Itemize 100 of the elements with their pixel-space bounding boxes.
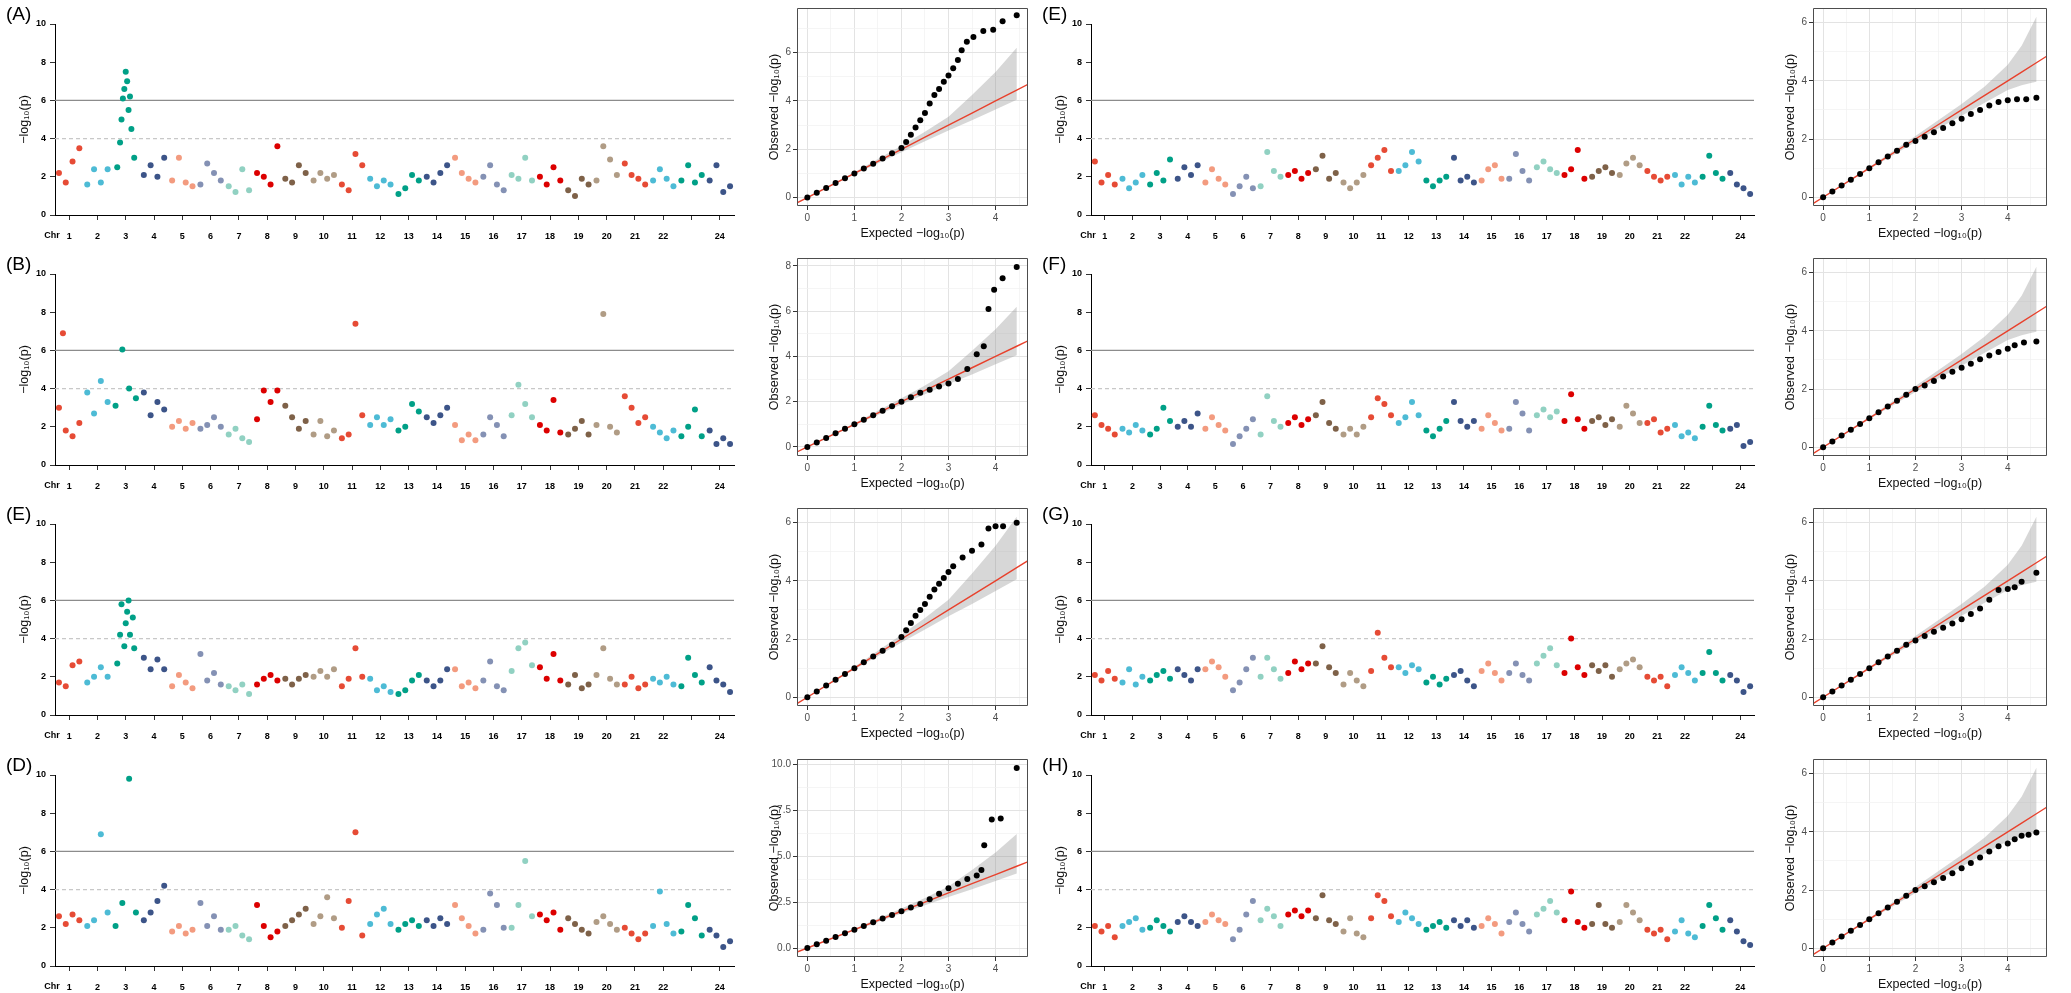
point bbox=[613, 429, 620, 436]
point bbox=[1174, 423, 1181, 430]
x-tick-label: 11 bbox=[347, 981, 357, 992]
point bbox=[691, 671, 698, 678]
point bbox=[917, 117, 924, 124]
x-tick-label: 9 bbox=[1323, 230, 1329, 241]
point bbox=[600, 913, 607, 920]
point bbox=[1209, 414, 1215, 421]
point bbox=[980, 343, 987, 350]
y-tick-label: 10.0 bbox=[771, 758, 792, 770]
point bbox=[352, 150, 359, 157]
x-tick-label: 3 bbox=[123, 230, 129, 241]
point bbox=[1740, 442, 1747, 449]
point bbox=[1671, 671, 1678, 678]
point bbox=[69, 662, 76, 669]
point bbox=[254, 169, 260, 176]
point bbox=[1519, 168, 1526, 175]
point bbox=[1277, 922, 1284, 929]
point bbox=[2004, 345, 2011, 352]
point bbox=[472, 685, 479, 692]
point bbox=[1491, 419, 1498, 426]
point bbox=[1595, 901, 1602, 908]
point bbox=[536, 911, 543, 918]
point bbox=[572, 671, 578, 678]
x-tick-label: 18 bbox=[545, 981, 556, 992]
point bbox=[232, 425, 239, 432]
point bbox=[1921, 382, 1928, 389]
x-tick-label: 10 bbox=[318, 230, 329, 241]
point bbox=[813, 688, 820, 695]
point bbox=[1664, 425, 1671, 432]
y-tick-label: 2 bbox=[40, 922, 46, 933]
point bbox=[1986, 102, 1993, 109]
point bbox=[663, 920, 670, 927]
point bbox=[1236, 183, 1243, 190]
point bbox=[1091, 158, 1098, 165]
point bbox=[282, 675, 289, 682]
point bbox=[1568, 166, 1575, 173]
x-tick-label: 3 bbox=[1958, 711, 1965, 723]
point bbox=[1986, 352, 1993, 359]
point bbox=[1277, 173, 1284, 180]
y-axis-title: −log₁₀(p) bbox=[1052, 95, 1067, 144]
point bbox=[1678, 664, 1685, 671]
point bbox=[380, 683, 387, 690]
x-tick-label: 13 bbox=[403, 480, 414, 491]
point bbox=[713, 677, 720, 684]
point bbox=[1209, 911, 1215, 918]
point bbox=[1229, 440, 1236, 447]
point bbox=[97, 179, 104, 186]
y-tick-label: 2 bbox=[1801, 632, 1808, 644]
point bbox=[1912, 138, 1919, 145]
point bbox=[295, 675, 302, 682]
point bbox=[1340, 928, 1347, 935]
point bbox=[1712, 169, 1719, 176]
point bbox=[593, 177, 600, 184]
point bbox=[1229, 687, 1236, 694]
x-tick-label: 4 bbox=[992, 211, 999, 223]
point bbox=[1270, 168, 1277, 175]
point bbox=[452, 421, 459, 428]
point bbox=[1685, 429, 1692, 436]
y-tick-label: 6 bbox=[1801, 266, 1808, 278]
x-tick-label: 13 bbox=[1431, 981, 1442, 992]
point bbox=[310, 177, 317, 184]
point bbox=[1553, 909, 1560, 916]
point bbox=[1512, 398, 1519, 405]
point bbox=[529, 662, 535, 669]
point bbox=[493, 181, 500, 188]
point bbox=[1574, 919, 1581, 926]
point bbox=[713, 440, 720, 447]
point bbox=[1866, 415, 1873, 422]
x-axis-title: Chr bbox=[44, 479, 61, 490]
point bbox=[1561, 171, 1568, 178]
point bbox=[550, 397, 557, 404]
point bbox=[1630, 410, 1636, 417]
x-tick-label: 1 bbox=[851, 211, 858, 223]
x-tick-label: 20 bbox=[1624, 981, 1635, 992]
point bbox=[182, 679, 189, 686]
point bbox=[1347, 425, 1354, 432]
point bbox=[698, 932, 705, 939]
point bbox=[487, 162, 494, 169]
point bbox=[1616, 919, 1623, 926]
point bbox=[515, 175, 522, 182]
point bbox=[1589, 418, 1596, 425]
y-tick-label: 6 bbox=[1801, 767, 1808, 779]
point bbox=[841, 425, 848, 432]
y-tick-label: 2 bbox=[40, 421, 46, 432]
point bbox=[129, 614, 136, 621]
y-tick-label: 6 bbox=[40, 594, 46, 605]
point bbox=[367, 175, 374, 182]
point bbox=[1857, 921, 1864, 928]
x-tick-label: 2 bbox=[898, 461, 905, 473]
point bbox=[1949, 620, 1956, 627]
point bbox=[232, 687, 239, 694]
point bbox=[1415, 666, 1422, 673]
x-tick-label: 1 bbox=[1866, 211, 1873, 223]
point bbox=[903, 139, 910, 146]
x-tick-label: 2 bbox=[898, 962, 905, 974]
point bbox=[907, 131, 914, 138]
point bbox=[62, 920, 69, 927]
point bbox=[1312, 412, 1319, 419]
point bbox=[1374, 395, 1381, 402]
